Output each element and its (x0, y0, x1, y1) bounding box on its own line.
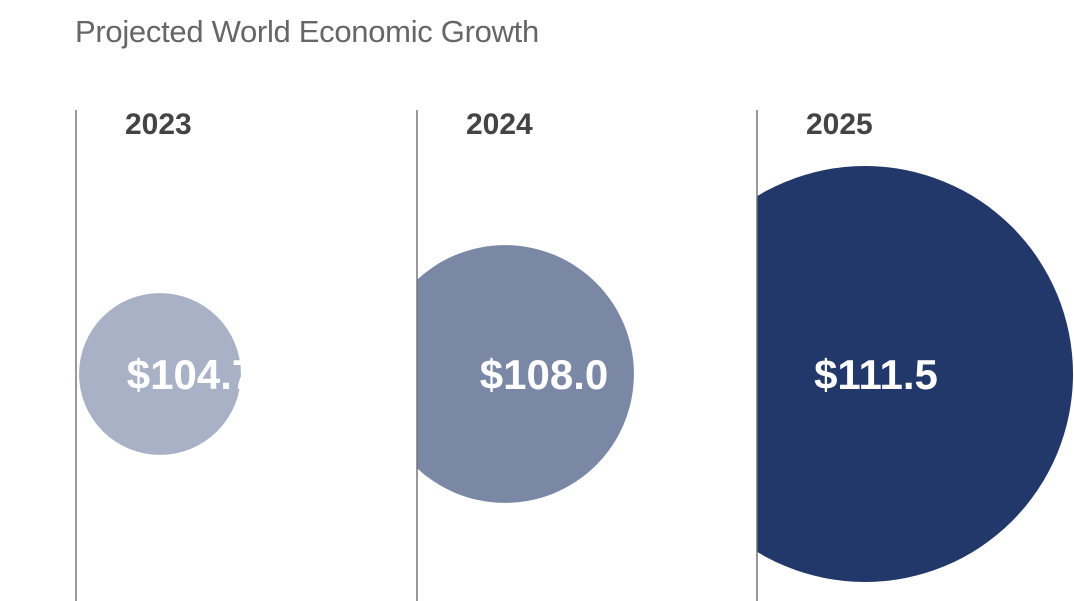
dividers-layer (75, 110, 758, 601)
year-label: 2023 (125, 108, 192, 141)
bubbles-layer (79, 166, 1073, 582)
bubble-2023 (79, 293, 241, 455)
year-label: 2025 (806, 108, 873, 141)
bubble-2025 (757, 166, 1073, 582)
bubble-2024 (417, 245, 634, 503)
year-label: 2024 (466, 108, 533, 141)
value-label: $111.5 (814, 351, 938, 398)
value-label: $104.7 (127, 351, 255, 398)
chart-title: Projected World Economic Growth (75, 14, 539, 49)
labels-layer: 2023 $104.7 2024 $108.0 2025 $111.5 (125, 108, 938, 398)
value-label: $108.0 (480, 351, 608, 398)
